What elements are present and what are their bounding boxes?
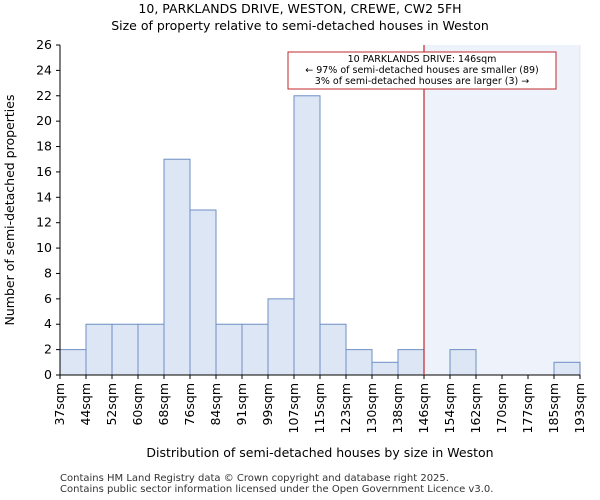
x-tick-label: 154sqm [442, 383, 457, 433]
bar-115sqm [319, 323, 347, 376]
y-tick-label: 4 [44, 316, 52, 331]
x-tick-label: 44sqm [78, 383, 93, 426]
y-tick-label: 16 [36, 164, 52, 179]
bar-107sqm [293, 95, 321, 376]
x-axis-title: Distribution of semi-detached houses by … [146, 445, 493, 460]
y-tick-label: 10 [36, 240, 52, 255]
x-tick-label: 146sqm [416, 383, 431, 433]
highlight-region [424, 45, 580, 375]
x-tick-label: 99sqm [260, 383, 275, 426]
x-tick-label: 60sqm [130, 383, 145, 426]
bar-123sqm [345, 349, 373, 376]
bar-37sqm [59, 349, 87, 376]
chart-title: 10, PARKLANDS DRIVE, WESTON, CREWE, CW2 … [138, 1, 462, 16]
x-tick-label: 193sqm [572, 383, 587, 433]
x-tick-label: 138sqm [390, 383, 405, 433]
property-annotation: 10 PARKLANDS DRIVE: 146sqm ← 97% of semi… [287, 51, 557, 90]
bar-84sqm [215, 323, 243, 376]
x-tick-label: 185sqm [546, 383, 561, 433]
x-tick-label: 177sqm [520, 383, 535, 433]
y-tick-label: 20 [36, 113, 52, 128]
chart-subtitle: Size of property relative to semi-detach… [111, 18, 489, 33]
bar-68sqm [163, 158, 191, 376]
annotation-title: 10 PARKLANDS DRIVE: 146sqm [348, 54, 497, 65]
y-tick-label: 14 [36, 189, 52, 204]
footer-copyright: Contains HM Land Registry data © Crown c… [60, 473, 449, 484]
x-tick-label: 84sqm [208, 383, 223, 426]
x-tick-label: 107sqm [286, 383, 301, 433]
y-tick-label: 22 [36, 88, 52, 103]
x-tick-label: 52sqm [104, 383, 119, 426]
y-tick-label: 6 [44, 291, 52, 306]
bar-185sqm [553, 361, 581, 376]
x-tick-label: 170sqm [494, 383, 509, 433]
x-tick-label: 115sqm [312, 383, 327, 433]
y-tick-label: 2 [44, 342, 52, 357]
annotation-smaller: ← 97% of semi-detached houses are smalle… [305, 65, 539, 76]
bar-91sqm [241, 323, 269, 376]
annotation-larger: 3% of semi-detached houses are larger (3… [315, 76, 529, 87]
y-tick-label: 12 [36, 215, 52, 230]
y-tick-label: 26 [36, 37, 52, 52]
x-tick-label: 76sqm [182, 383, 197, 426]
y-tick-label: 8 [44, 265, 52, 280]
x-tick-label: 37sqm [52, 383, 67, 426]
x-tick-label: 123sqm [338, 383, 353, 433]
x-tick-label: 130sqm [364, 383, 379, 433]
bar-138sqm [397, 349, 425, 376]
bar-99sqm [267, 298, 295, 376]
bar-52sqm [111, 323, 139, 376]
bar-130sqm [371, 361, 399, 376]
bar-44sqm [85, 323, 113, 376]
x-tick-label: 91sqm [234, 383, 249, 426]
x-tick-label: 162sqm [468, 383, 483, 433]
bar-154sqm [449, 349, 477, 376]
y-tick-label: 24 [36, 62, 52, 77]
y-axis-title: Number of semi-detached properties [2, 95, 17, 326]
x-tick-label: 68sqm [156, 383, 171, 426]
bar-76sqm [189, 209, 217, 376]
y-tick-label: 0 [44, 367, 52, 382]
y-tick-label: 18 [36, 139, 52, 154]
bar-60sqm [137, 323, 165, 376]
footer-licence: Contains public sector information licen… [60, 484, 494, 495]
